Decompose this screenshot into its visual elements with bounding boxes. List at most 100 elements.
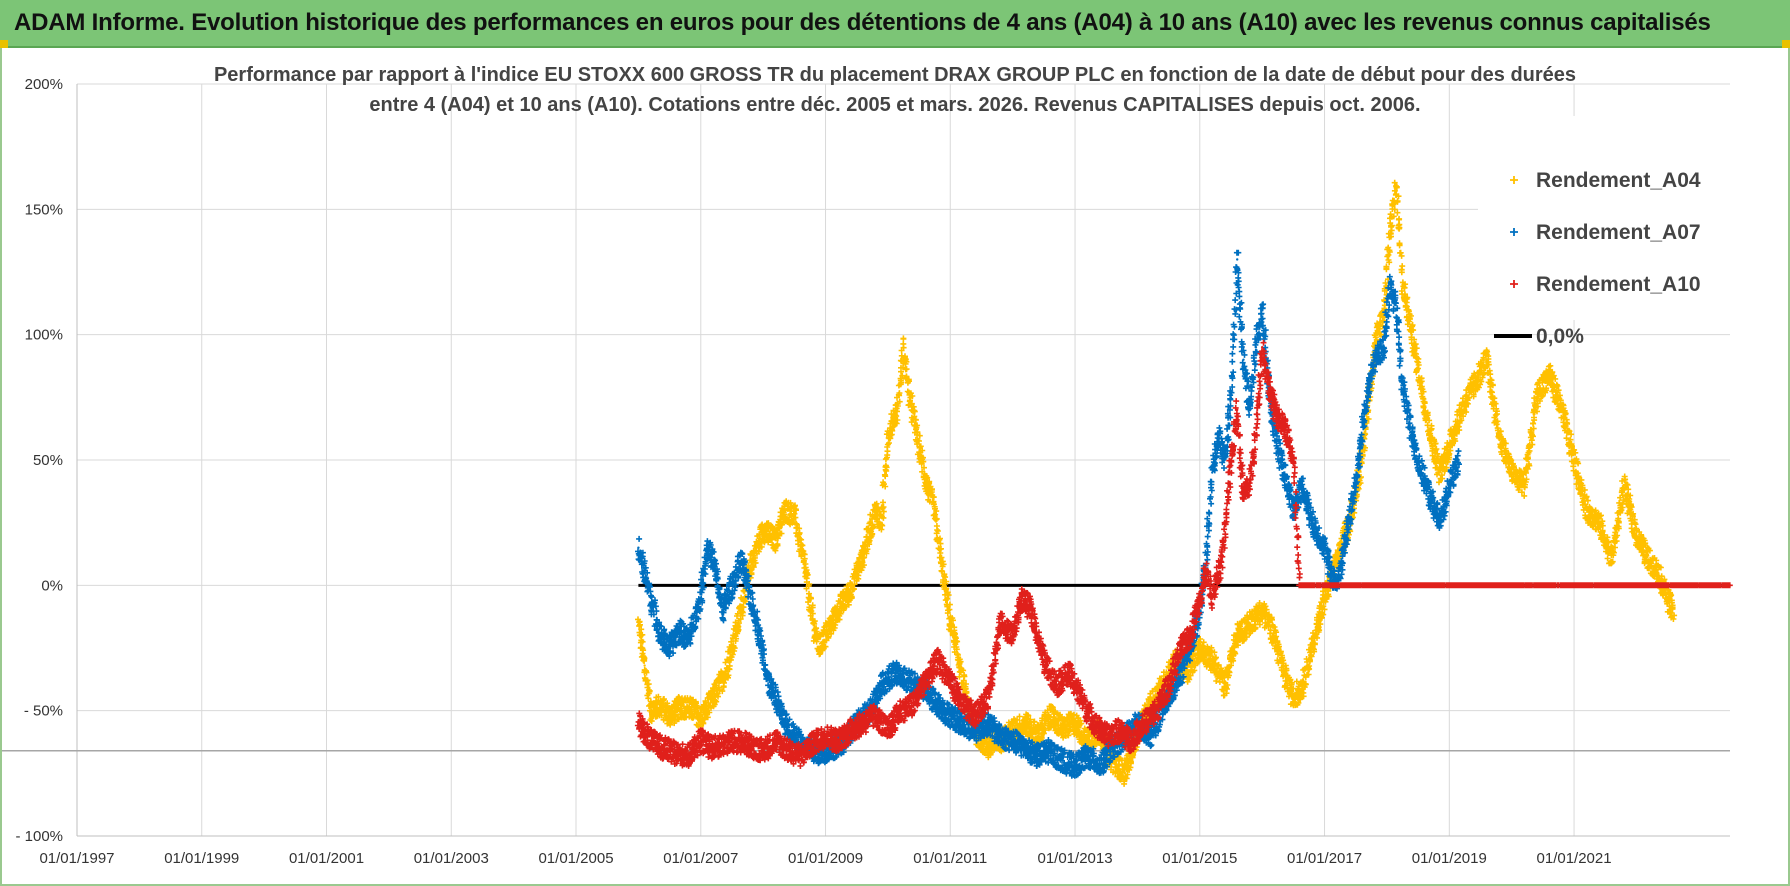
data-point	[649, 596, 653, 600]
x-tick-label: 01/01/2011	[913, 850, 987, 867]
legend-label: Rendement_A07	[1536, 221, 1701, 244]
data-point	[974, 729, 977, 732]
data-point	[924, 478, 927, 482]
data-point	[1610, 559, 1613, 562]
data-point	[939, 559, 943, 562]
data-point	[1154, 709, 1158, 712]
data-point	[774, 539, 777, 542]
data-point	[1395, 308, 1398, 311]
data-point	[1105, 734, 1108, 737]
data-point	[1236, 258, 1239, 261]
data-point	[1273, 408, 1276, 412]
data-point	[886, 433, 890, 437]
data-point	[1410, 333, 1414, 336]
data-point	[1647, 559, 1651, 562]
data-point	[1111, 747, 1114, 750]
data-point	[1260, 346, 1264, 349]
data-point	[1382, 346, 1386, 349]
data-point	[899, 709, 902, 712]
data-point	[880, 521, 883, 524]
data-point	[1086, 754, 1089, 757]
data-point	[896, 408, 899, 412]
data-point	[774, 739, 777, 742]
data-point	[1217, 433, 1220, 437]
data-point	[783, 508, 787, 512]
data-point	[1248, 621, 1251, 625]
data-point	[712, 747, 715, 750]
data-point	[1061, 727, 1064, 730]
chart-title-line2: entre 4 (A04) et 10 ans (A10). Cotations…	[369, 94, 1420, 116]
data-point	[1248, 408, 1251, 412]
data-point	[1036, 754, 1039, 757]
data-point	[1323, 584, 1326, 587]
y-tick-label: - 100%	[15, 828, 63, 845]
data-point	[749, 564, 752, 567]
data-point	[649, 739, 653, 742]
data-point	[761, 749, 765, 752]
data-point	[793, 734, 796, 737]
data-point	[1510, 471, 1513, 474]
data-point	[668, 714, 671, 717]
data-point	[1429, 496, 1432, 499]
data-point	[1167, 684, 1170, 687]
data-point	[1220, 559, 1223, 562]
data-point	[1285, 433, 1289, 437]
data-point	[911, 704, 915, 707]
data-point	[1236, 634, 1239, 637]
data-point	[1373, 358, 1376, 361]
data-point	[637, 722, 640, 725]
data-point	[1438, 521, 1442, 524]
data-point	[1173, 684, 1177, 687]
data-point	[849, 589, 852, 592]
data-point	[712, 559, 715, 562]
data-point	[949, 621, 952, 625]
y-tick-label: 0%	[41, 577, 63, 594]
data-point	[699, 739, 702, 742]
data-point	[961, 722, 964, 725]
data-point	[1498, 433, 1501, 437]
data-point	[1672, 614, 1676, 617]
data-point	[1292, 458, 1295, 462]
data-point	[637, 621, 640, 625]
data-point	[886, 729, 890, 732]
data-point	[1229, 396, 1233, 399]
data-point	[668, 646, 671, 650]
data-point	[949, 679, 952, 682]
data-point	[740, 559, 743, 562]
data-point	[1410, 433, 1414, 437]
page-title: ADAM Informe. Evolution historique des p…	[14, 9, 1711, 36]
data-point	[1030, 609, 1033, 612]
data-point	[892, 671, 896, 675]
data-point	[659, 634, 662, 637]
data-point	[643, 664, 646, 667]
x-tick-label: 01/01/1997	[39, 850, 114, 867]
data-point	[783, 722, 787, 725]
data-point	[1242, 496, 1245, 499]
data-point	[1547, 371, 1551, 374]
axis-labels: - 100% - 50% 0% 50% 100% 150% 200% 01/01/1997 01…	[15, 76, 1611, 867]
data-point	[1092, 722, 1095, 725]
data-point	[1036, 734, 1039, 737]
data-point	[1473, 383, 1476, 386]
data-point	[737, 739, 740, 742]
corner-mark-left	[0, 40, 8, 48]
data-point	[1448, 446, 1451, 449]
data-point	[1345, 534, 1348, 537]
legend-label: 0,0%	[1536, 325, 1584, 348]
data-point	[1323, 546, 1326, 549]
data-point	[1522, 483, 1526, 487]
legend-marker-Rendement_A10	[1510, 280, 1518, 288]
data-point	[955, 646, 958, 650]
legend-marker-Rendement_A04	[1510, 176, 1518, 184]
data-point	[755, 621, 759, 625]
data-point	[1298, 584, 1301, 587]
data-point	[1179, 646, 1183, 650]
data-point	[1142, 722, 1145, 725]
data-point	[1011, 739, 1014, 742]
data-point	[811, 742, 815, 745]
legend-marker-Rendement_A07	[1510, 228, 1518, 236]
x-tick-label: 01/01/2017	[1287, 850, 1362, 867]
data-point	[699, 596, 702, 600]
x-tick-label: 01/01/2019	[1412, 850, 1487, 867]
data-point	[1123, 772, 1127, 775]
